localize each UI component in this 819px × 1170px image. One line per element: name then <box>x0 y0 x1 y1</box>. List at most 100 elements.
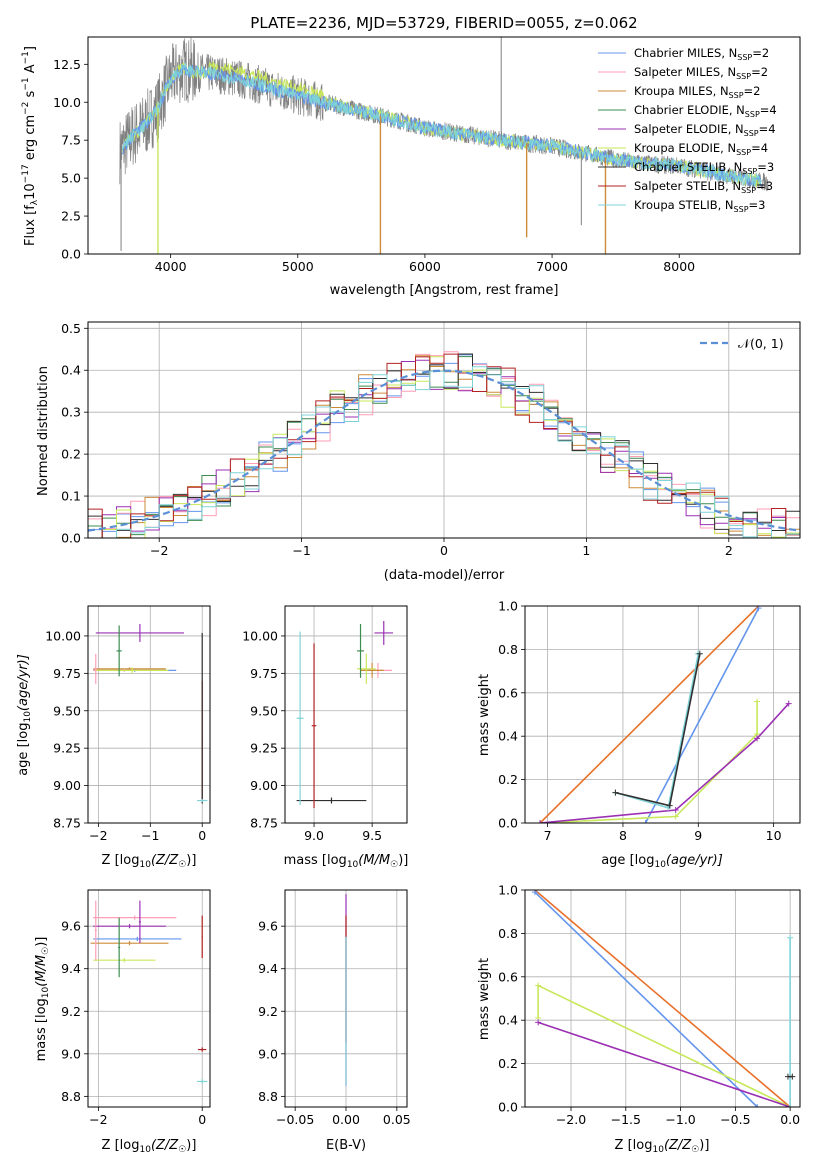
weight-marker <box>696 650 703 657</box>
weight-line-chabrier_miles <box>644 607 760 823</box>
axis-label: mass [log10(M/M☉)] <box>284 853 409 870</box>
label-part: ] <box>23 46 38 51</box>
errorbar-plot-area <box>93 623 208 804</box>
label-part: −1 <box>21 77 31 90</box>
age-vs-mass-panel: 9.0 9.5 8.75 9.00 9.25 9.50 9.75 10.00 mass [log… <box>242 605 409 870</box>
weight-line-orange <box>534 890 791 1107</box>
x-tick-label: −1.0 <box>665 1112 695 1127</box>
label-part: =2 <box>752 46 769 60</box>
y-tick-label: 9.6 <box>258 919 278 934</box>
label-part: −17 <box>21 164 31 183</box>
label-part: (Z/Z <box>664 1138 692 1153</box>
label-part: =3 <box>749 198 766 212</box>
y-tick-label: 10.00 <box>45 628 81 643</box>
legend-label: Kroupa MILES, NSSP=2 <box>634 84 760 100</box>
label-part: −1 <box>21 51 31 64</box>
legend-label: Salpeter ELODIE, NSSP=4 <box>634 122 776 138</box>
y-tick-label: 9.4 <box>61 961 81 976</box>
weight-marker <box>754 1104 761 1107</box>
spectrum-xlabel: wavelength [Angstrom, rest frame] <box>330 283 559 298</box>
label-part: =4 <box>751 141 768 155</box>
y-tick-label: 0.0 <box>61 531 81 546</box>
label-part: A <box>23 64 38 77</box>
y-tick-label: 9.0 <box>258 1046 278 1061</box>
histogram-salpeter_stelib <box>88 353 800 538</box>
y-tick-label: 0.5 <box>61 321 81 336</box>
model-spectrum-chabrier_miles <box>121 64 763 188</box>
x-tick-label: −2 <box>150 543 168 558</box>
y-tick-label: 9.25 <box>53 741 81 756</box>
y-tick-label: 9.6 <box>61 919 81 934</box>
spectrum-ylabel: Flux [fλ10−17 erg cm−2 s−1 A−1] <box>21 46 40 246</box>
y-tick-label: 0.8 <box>498 642 518 657</box>
label-part: 10 <box>41 986 51 998</box>
label-part: =2 <box>751 65 768 79</box>
model-spectrum-kroupa_stelib <box>121 61 763 187</box>
legend-label: Chabrier MILES, NSSP=2 <box>634 46 769 62</box>
axes-frame <box>87 889 211 1108</box>
label-part: SSP <box>736 72 751 81</box>
mass-vs-ebv-xlabel: E(B-V) <box>326 1138 366 1153</box>
label-part: ☉ <box>390 860 398 870</box>
label-part: age [log <box>16 723 31 776</box>
x-tick-label: 0 <box>440 543 448 558</box>
axes-frame <box>284 889 408 1108</box>
residuals-xlabel: (data-model)/error <box>384 568 505 583</box>
label-part: s <box>23 90 38 101</box>
y-tick-label: 2.5 <box>61 209 81 224</box>
x-tick-label: 5000 <box>282 259 314 274</box>
weight-marker <box>537 820 544 823</box>
x-tick-label: 7000 <box>536 259 568 274</box>
label-part: mass [log <box>34 998 49 1061</box>
label-part: Flux [f <box>23 205 38 246</box>
weight-vs-z-panel: mass weight −2.0 −1.5 −1.0 −0.5 0.0 0.0 0.2 0.4… <box>477 883 801 1155</box>
y-tick-label: 0.4 <box>61 363 81 378</box>
label-part: 10 <box>652 1145 664 1155</box>
mass-vs-ebv-panel: E(B-V) −0.05 0.00 0.05 8.8 9.0 9.2 9.4 9.6 <box>258 889 411 1153</box>
y-tick-label: 0.0 <box>61 247 81 262</box>
label-part: (M/M <box>358 853 390 868</box>
label-part: Z [log <box>102 853 140 868</box>
label-part: Chabrier MILES, N <box>634 46 737 60</box>
label-part: SSP <box>734 205 749 214</box>
legend-label: Salpeter STELIB, NSSP=3 <box>634 179 773 195</box>
y-tick-label: 10.0 <box>53 95 81 110</box>
y-tick-label: 0.8 <box>498 926 518 941</box>
weight-marker <box>754 698 761 705</box>
errorbar-plot-area <box>296 620 394 809</box>
label-part: age [log <box>601 853 654 868</box>
x-tick-label: 8 <box>619 828 627 843</box>
weight-line-kroupa_elodie <box>540 701 758 823</box>
weight-marker <box>789 1073 796 1080</box>
x-tick-label: 9.5 <box>362 828 382 843</box>
label-part: Z [log <box>615 1138 653 1153</box>
spectrum-panel: PLATE=2236, MJD=53729, FIBERID=0055, z=0… <box>21 14 801 298</box>
axes-frame <box>524 889 801 1108</box>
label-part: Kroupa MILES, N <box>634 84 729 98</box>
label-part: Kroupa STELIB, N <box>634 198 734 212</box>
y-tick-label: 9.25 <box>250 741 278 756</box>
legend-label: Kroupa STELIB, NSSP=3 <box>634 198 765 214</box>
x-tick-label: 0 <box>198 828 206 843</box>
weight-line-chabrier_miles <box>534 891 758 1107</box>
y-tick-label: 0.0 <box>498 816 518 831</box>
histogram-kroupa_elodie <box>88 356 800 538</box>
y-tick-label: 9.50 <box>250 703 278 718</box>
label-part: =3 <box>756 179 773 193</box>
label-part: 10 <box>23 711 33 723</box>
weight-marker <box>785 700 792 707</box>
x-tick-label: 2 <box>725 543 733 558</box>
label-part: SSP <box>729 91 744 100</box>
y-tick-label: 8.75 <box>250 816 278 831</box>
label-part: 10 <box>23 183 38 200</box>
weight-plot-area <box>531 890 796 1107</box>
label-part: )] <box>186 1138 196 1153</box>
histogram-kroupa_stelib <box>88 366 800 538</box>
legend-label: 𝒩(0, 1) <box>738 336 784 351</box>
x-tick-label: 0 <box>198 1112 206 1127</box>
axis-label: age [log10(age/yr)] <box>16 654 33 776</box>
y-tick-label: 8.8 <box>61 1089 81 1104</box>
x-tick-label: −2.0 <box>556 1112 586 1127</box>
label-part: SSP <box>742 167 757 176</box>
